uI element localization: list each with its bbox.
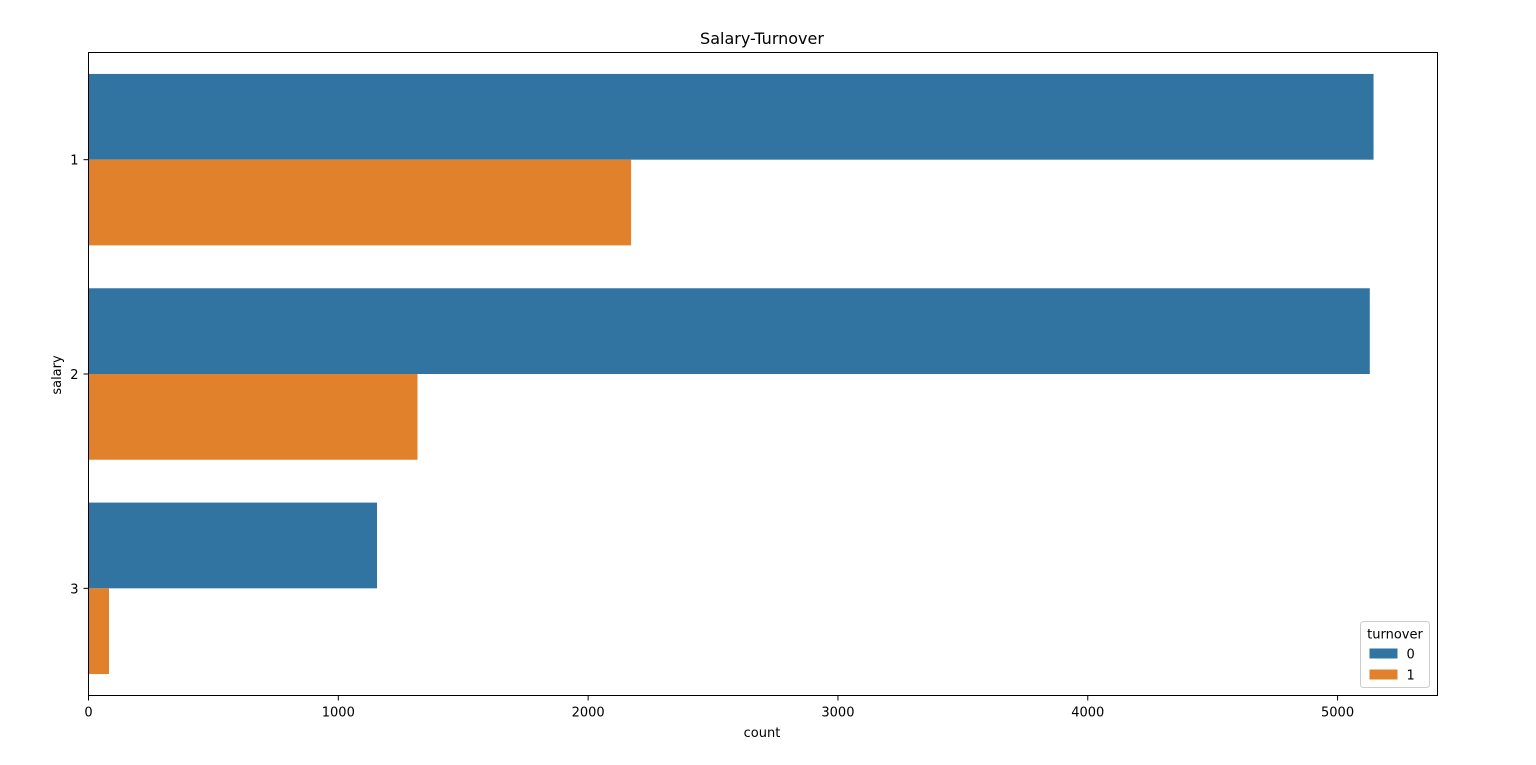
y-tick-label: 3: [70, 582, 78, 597]
x-axis: 0 1000 2000 3000 4000 5000: [84, 695, 1354, 721]
bars-group: [88, 73, 1374, 675]
bar-salary-2-turnover-1: [88, 374, 418, 460]
y-tick-label: 2: [70, 368, 78, 383]
bar-salary-1-turnover-1: [88, 159, 632, 246]
bar-salary-1-turnover-0: [88, 73, 1374, 160]
x-tick-label: 1000: [322, 706, 355, 721]
bar-salary-3-turnover-1: [88, 588, 109, 675]
bar-salary-3-turnover-0: [88, 502, 378, 589]
bar-salary-2-turnover-0: [88, 288, 1370, 374]
plot-frame: [88, 52, 1438, 696]
y-axis: 1 2 3: [70, 154, 89, 597]
x-tick-label: 4000: [1071, 706, 1104, 721]
legend: turnover 0 1: [1360, 621, 1430, 688]
legend-label-0: 0: [1407, 648, 1415, 663]
x-tick-label: 3000: [821, 706, 854, 721]
legend-label-1: 1: [1407, 669, 1415, 684]
y-axis-label: salary: [50, 355, 65, 395]
x-axis-label: count: [744, 726, 781, 741]
chart-title: Salary-Turnover: [700, 29, 824, 48]
legend-title: turnover: [1367, 628, 1423, 643]
y-tick-label: 1: [70, 154, 78, 169]
x-tick-label: 2000: [572, 706, 605, 721]
legend-swatch-1: [1369, 669, 1398, 680]
x-tick-label: 5000: [1321, 706, 1354, 721]
x-tick-label: 0: [84, 706, 92, 721]
legend-swatch-0: [1369, 648, 1398, 659]
